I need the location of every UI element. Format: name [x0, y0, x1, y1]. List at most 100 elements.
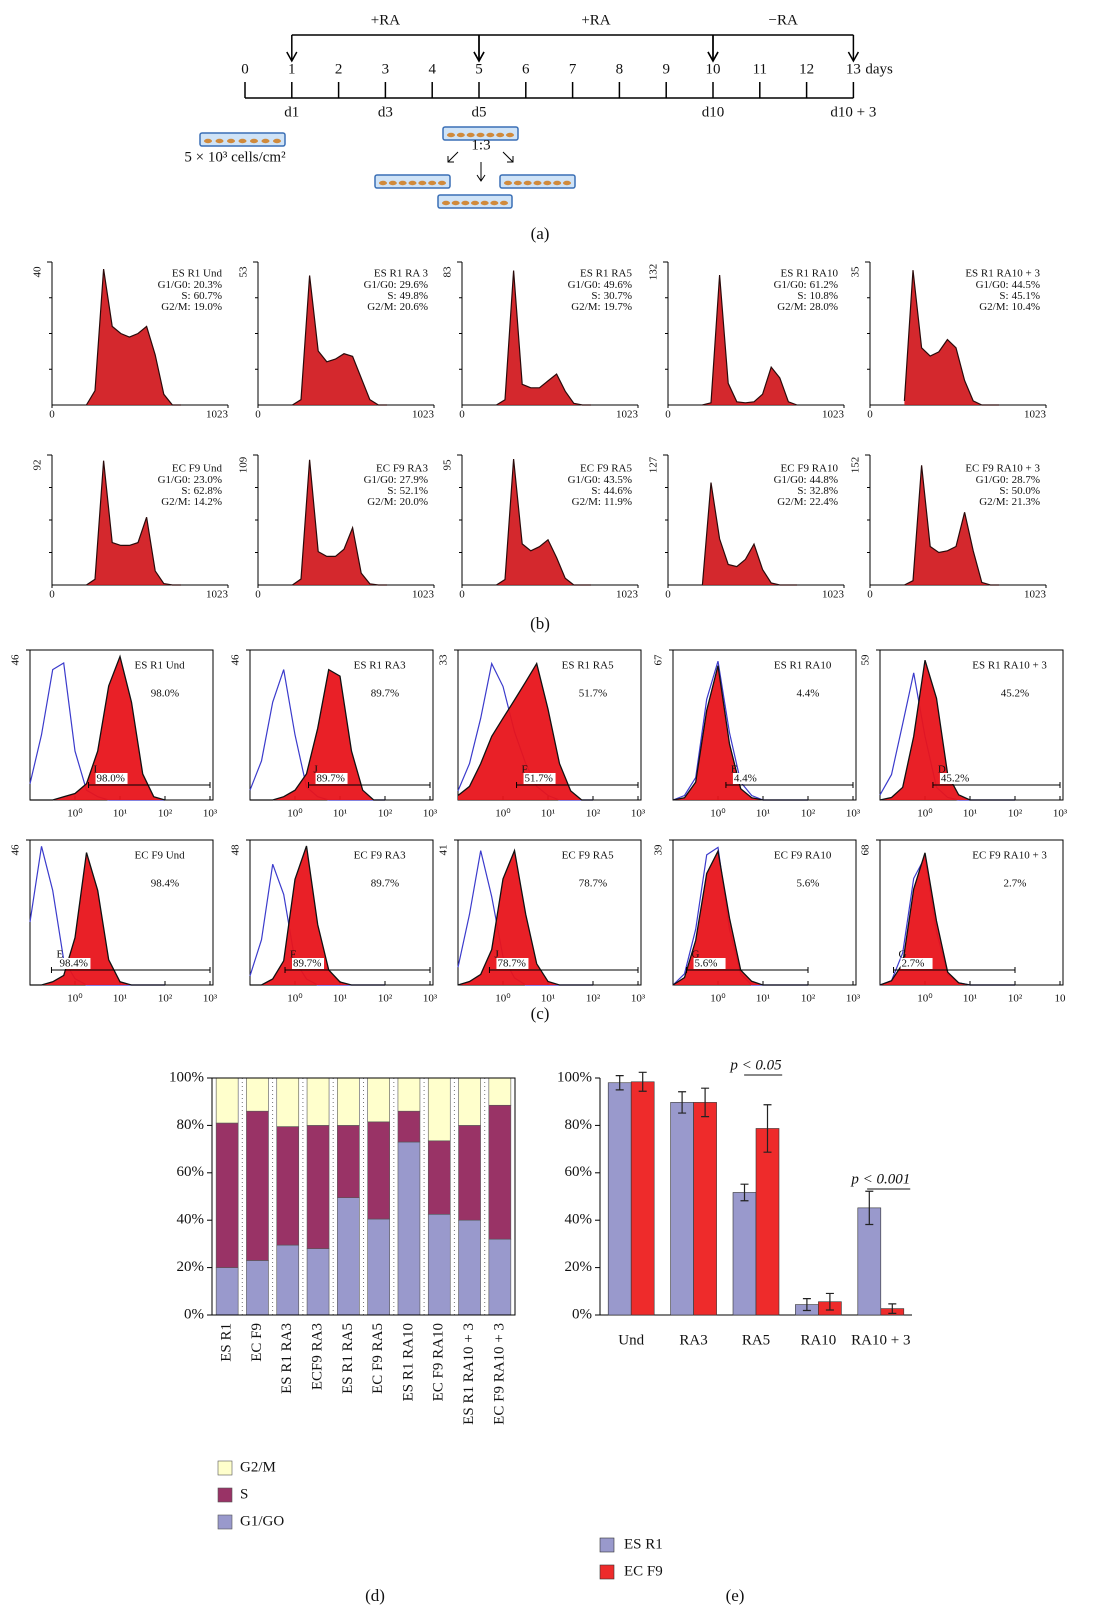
y-tick-label: 127 [648, 456, 660, 473]
gate-percent: 5.6% [695, 958, 718, 970]
cell [480, 200, 489, 206]
phase-value: 22.4% [810, 496, 838, 508]
x-tick-label: ES R1 RA3 [279, 1323, 295, 1394]
phase-value: 45.1% [1012, 290, 1040, 302]
x-tick-label: 10³ [631, 808, 646, 820]
bar-segment [488, 1104, 512, 1240]
stage-label: d1 [284, 104, 299, 120]
phase-stat: G2/M: 11.9% [572, 496, 632, 508]
bar-segment [215, 1077, 239, 1124]
x-tick-label: 10² [158, 993, 173, 1005]
x-tick-label: 10⁰ [917, 993, 933, 1005]
phase-stat: G2/M: 10.4% [979, 301, 1040, 313]
x-tick-label: ECF9 RA3 [309, 1323, 325, 1390]
legend-label: G2/M [240, 1459, 276, 1475]
phase-name: S: [387, 485, 396, 497]
sample-outline [250, 668, 385, 801]
panel-title: ES R1 RA10 [781, 268, 839, 280]
phase-value: 10.4% [1012, 301, 1040, 313]
panel-title: ES R1 RA 3 [374, 268, 429, 280]
panel-title: ES R1 Und [135, 660, 186, 672]
phase-value: 43.5% [604, 474, 632, 486]
cell [379, 180, 387, 186]
phase-name: G1/G0: [364, 474, 397, 486]
legend-label: G1/GO [240, 1513, 284, 1529]
x-tick-label: 0 [255, 589, 261, 601]
cell [447, 132, 455, 138]
panel-title: ES R1 RA5 [562, 660, 614, 672]
x-tick-label: 10³ [203, 993, 218, 1005]
x-tick-label: 10² [1008, 808, 1023, 820]
sample-outline [457, 661, 593, 801]
gate-percent: 4.4% [734, 773, 757, 785]
legend-label: ES R1 [624, 1536, 663, 1552]
gate-name: J [494, 949, 499, 961]
x-tick-label: 10² [801, 808, 816, 820]
cell [438, 180, 446, 186]
x-tick-label: 10² [378, 808, 393, 820]
cell [418, 180, 427, 186]
panel-percent: 89.7% [371, 878, 399, 890]
area-fill [86, 269, 182, 405]
x-tick-label: 1023 [1024, 589, 1047, 601]
phase-value: 50.0% [1012, 485, 1040, 497]
panel-label: (d) [365, 1586, 385, 1605]
phase-name: S: [797, 485, 806, 497]
histogram-outline [85, 269, 181, 406]
phase-stat: G1/G0: 27.9% [364, 474, 428, 486]
y-tick-label: 83 [442, 266, 454, 278]
legend-swatch [217, 1460, 233, 1476]
x-tick-label: RA10 [800, 1332, 836, 1348]
legend-swatch [217, 1487, 233, 1503]
x-tick-label: 10³ [631, 993, 646, 1005]
legend-swatch [217, 1514, 233, 1530]
cell [513, 180, 522, 186]
x-tick-label: ES R1 RA10 + 3 [461, 1323, 477, 1425]
legend-label: S [240, 1486, 248, 1502]
phase-name: S: [181, 485, 190, 497]
panel-label: (c) [531, 1004, 550, 1023]
gate-label-bg [900, 958, 933, 969]
split-arrow [447, 151, 459, 163]
panel-label: (b) [530, 614, 550, 633]
cell [388, 180, 397, 186]
y-tick-label: 0% [572, 1306, 592, 1322]
phase-stat: G1/G0: 23.0% [158, 474, 222, 486]
gate-name: G [692, 949, 700, 961]
panel-title: EC F9 RA3 [354, 850, 406, 862]
x-tick-label: 10⁰ [495, 808, 511, 820]
bar-segment [246, 1110, 269, 1261]
area-fill [250, 846, 385, 985]
x-tick-label: 10³ [1053, 808, 1068, 820]
x-tick-label: 0 [255, 409, 261, 421]
panel-title: EC F9 RA10 + 3 [972, 850, 1047, 862]
bar-segment [306, 1248, 330, 1316]
phase-value: 20.3% [194, 279, 222, 291]
day-label: 13 [846, 61, 861, 77]
panel-percent: 89.7% [371, 688, 399, 700]
phase-name: G2/M: [979, 301, 1008, 313]
phase-stat: G1/G0: 61.2% [774, 279, 838, 291]
phase-name: G1/G0: [568, 279, 601, 291]
phase-value: 52.1% [400, 485, 428, 497]
phase-value: 19.0% [194, 301, 222, 313]
phase-value: 10.8% [810, 290, 838, 302]
histogram-outline [292, 459, 387, 586]
x-tick-label: 0 [49, 589, 55, 601]
y-tick-label: 80% [177, 1117, 205, 1133]
y-tick-label: 33 [438, 654, 450, 666]
x-tick-label: 10¹ [963, 808, 977, 820]
seeding-label: 5 × 10³ cells/cm² [184, 149, 286, 165]
bar-segment [276, 1077, 300, 1127]
area-fill [673, 665, 808, 800]
cell [456, 132, 465, 138]
phase-stat: G1/G0: 44.5% [976, 279, 1040, 291]
gate-percent: 2.7% [902, 958, 925, 970]
phase-name: S: [591, 485, 600, 497]
error-bar [638, 1071, 647, 1092]
cell [204, 138, 212, 144]
panel-title: ES R1 RA3 [354, 660, 406, 672]
x-tick-label: 1023 [412, 589, 435, 601]
cell [486, 132, 495, 138]
gate-percent: 89.7% [317, 773, 345, 785]
